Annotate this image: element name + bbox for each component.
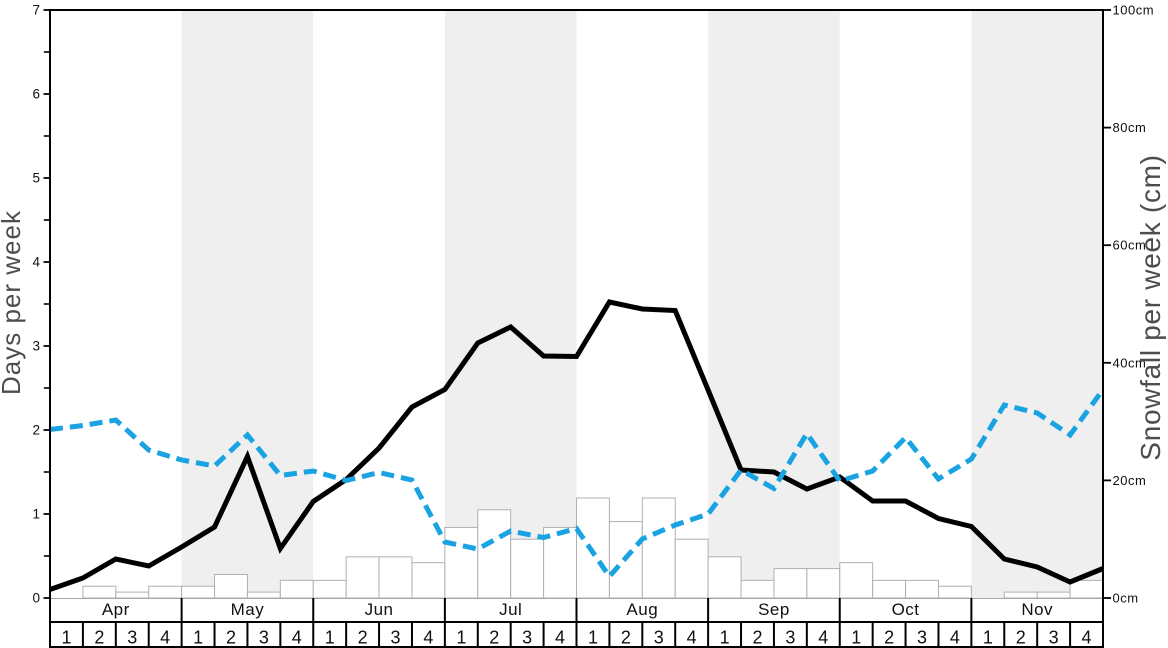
svg-text:1: 1 (61, 628, 71, 648)
svg-text:20cm: 20cm (1113, 473, 1147, 488)
svg-text:Oct: Oct (892, 600, 920, 619)
svg-text:4: 4 (1082, 628, 1092, 648)
svg-text:2: 2 (621, 628, 631, 648)
svg-text:3: 3 (522, 628, 532, 648)
svg-text:1: 1 (456, 628, 466, 648)
svg-text:3: 3 (259, 628, 269, 648)
svg-text:60cm: 60cm (1113, 238, 1147, 253)
svg-text:3: 3 (917, 628, 927, 648)
svg-text:2: 2 (94, 628, 104, 648)
svg-text:1: 1 (588, 628, 598, 648)
svg-text:2: 2 (752, 628, 762, 648)
svg-text:3: 3 (654, 628, 664, 648)
svg-text:4: 4 (160, 628, 170, 648)
svg-text:4: 4 (687, 628, 697, 648)
svg-text:4: 4 (555, 628, 565, 648)
svg-text:2: 2 (1016, 628, 1026, 648)
svg-text:1: 1 (325, 628, 335, 648)
svg-text:3: 3 (32, 339, 40, 354)
svg-text:3: 3 (785, 628, 795, 648)
svg-text:Nov: Nov (1021, 600, 1053, 619)
svg-text:1: 1 (720, 628, 730, 648)
svg-text:3: 3 (1049, 628, 1059, 648)
svg-text:4: 4 (292, 628, 302, 648)
svg-text:2: 2 (489, 628, 499, 648)
svg-text:Snowfall per week (cm): Snowfall per week (cm) (1135, 154, 1166, 460)
svg-text:2: 2 (884, 628, 894, 648)
svg-text:1: 1 (851, 628, 861, 648)
svg-text:5: 5 (32, 171, 40, 186)
svg-text:0cm: 0cm (1113, 591, 1139, 606)
svg-text:2: 2 (226, 628, 236, 648)
svg-text:Sep: Sep (758, 600, 790, 619)
svg-text:0: 0 (32, 591, 40, 606)
svg-text:1: 1 (983, 628, 993, 648)
svg-text:Jul: Jul (499, 600, 522, 619)
svg-text:Jun: Jun (365, 600, 394, 619)
svg-text:2: 2 (358, 628, 368, 648)
svg-text:3: 3 (391, 628, 401, 648)
svg-text:Days per week: Days per week (0, 210, 26, 395)
svg-text:Aug: Aug (626, 600, 658, 619)
svg-text:100cm: 100cm (1113, 3, 1155, 18)
svg-text:3: 3 (127, 628, 137, 648)
svg-text:4: 4 (423, 628, 433, 648)
svg-text:May: May (231, 600, 265, 619)
svg-text:7: 7 (32, 3, 40, 18)
svg-text:80cm: 80cm (1113, 120, 1147, 135)
svg-text:4: 4 (818, 628, 828, 648)
svg-text:2: 2 (32, 423, 40, 438)
svg-text:4: 4 (32, 255, 40, 270)
svg-text:6: 6 (32, 87, 40, 102)
svg-text:40cm: 40cm (1113, 355, 1147, 370)
svg-text:4: 4 (950, 628, 960, 648)
svg-text:1: 1 (32, 507, 40, 522)
svg-text:Apr: Apr (102, 600, 130, 619)
svg-text:1: 1 (193, 628, 203, 648)
